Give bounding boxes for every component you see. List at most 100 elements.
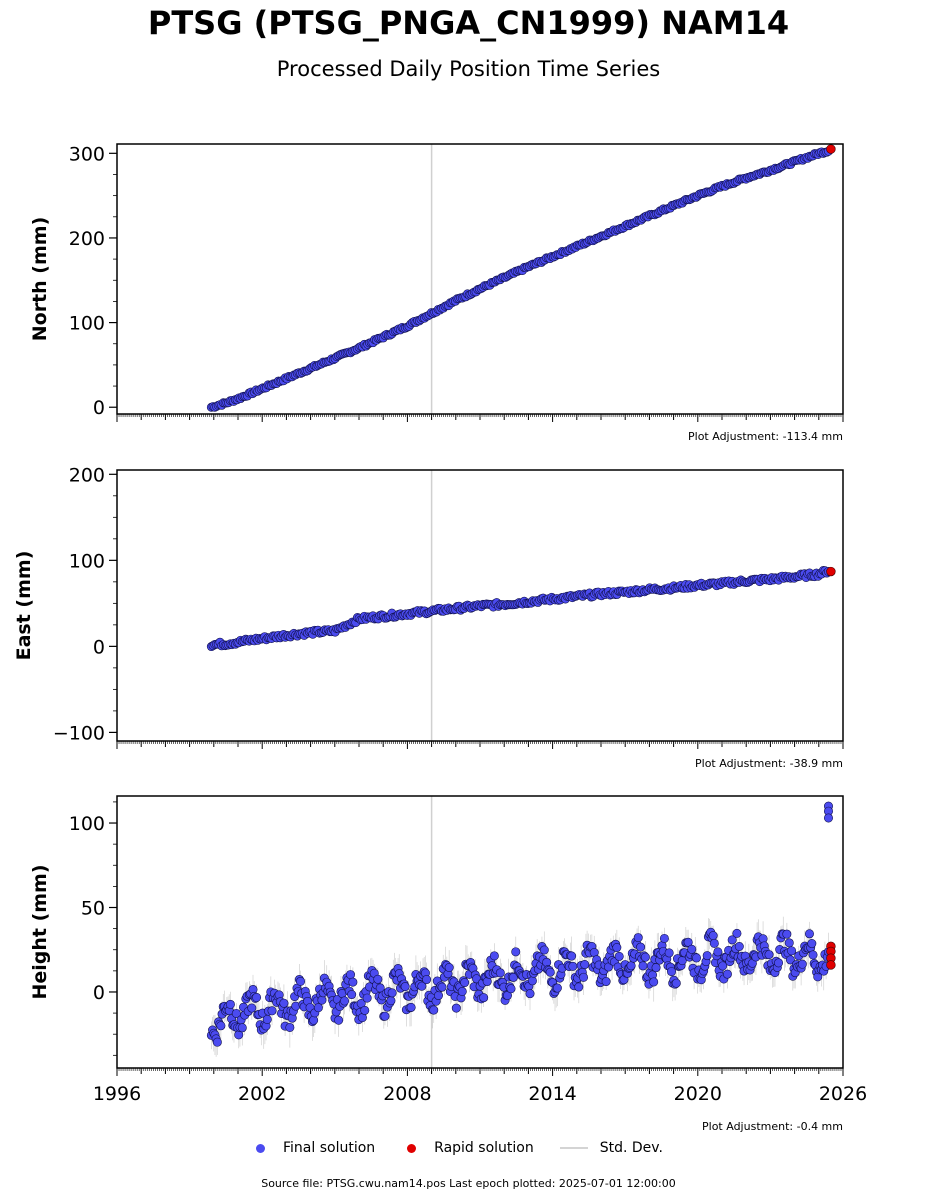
rapid-solution-point xyxy=(826,960,836,970)
plot-adjustment-note: Plot Adjustment: -0.4 mm xyxy=(702,1120,843,1133)
final-solution-point xyxy=(417,981,427,991)
final-solution-point xyxy=(784,938,794,948)
final-solution-point xyxy=(612,943,622,953)
final-solution-point xyxy=(764,950,774,960)
y-tick-label: 200 xyxy=(69,464,105,486)
plot-adjustment-note: Plot Adjustment: -113.4 mm xyxy=(688,430,843,443)
final-solution-point xyxy=(216,1021,226,1031)
final-solution-point xyxy=(237,1023,247,1033)
y-tick-label: 100 xyxy=(69,550,105,572)
final-solution-point xyxy=(574,982,584,992)
y-tick-label: 100 xyxy=(69,813,105,835)
final-solution-point xyxy=(267,1006,277,1016)
final-solution-point xyxy=(774,958,784,968)
final-solution-point xyxy=(664,948,674,958)
final-solution-point xyxy=(433,991,443,1001)
legend-final: Final solution xyxy=(250,1140,375,1156)
legend-stddev: Std. Dev. xyxy=(559,1140,663,1156)
final-solution-point xyxy=(713,947,723,957)
final-solution-point xyxy=(422,975,432,985)
final-solution-point xyxy=(567,951,577,961)
final-solution-point xyxy=(667,967,677,977)
final-solution-point xyxy=(580,960,590,970)
final-solution-point xyxy=(296,976,306,986)
final-solution-point xyxy=(568,961,578,971)
final-solution-point xyxy=(225,999,235,1009)
y-tick-label: 0 xyxy=(93,636,105,658)
legend-stddev-label: Std. Dev. xyxy=(599,1140,663,1156)
final-solution-point xyxy=(525,989,535,999)
final-solution-point xyxy=(386,996,396,1006)
final-solution-point xyxy=(808,950,818,960)
rapid-solution-point xyxy=(826,144,836,154)
outlier-point xyxy=(823,813,833,823)
final-solution-point xyxy=(489,951,499,961)
final-solution-point xyxy=(614,951,624,961)
final-solution-point xyxy=(659,933,669,943)
final-solution-point xyxy=(460,978,470,988)
final-solution-point xyxy=(247,1003,257,1013)
y-tick-label: 300 xyxy=(69,143,105,165)
final-solution-point xyxy=(797,959,807,969)
final-solution-point xyxy=(804,929,814,939)
final-solution-point xyxy=(785,955,795,965)
y-axis-label: North (mm) xyxy=(29,217,51,342)
final-solution-point xyxy=(387,988,397,998)
final-solution-point xyxy=(718,961,728,971)
legend-rapid-marker xyxy=(407,1143,417,1153)
final-solution-point xyxy=(347,990,357,1000)
x-ticks xyxy=(116,1068,844,1076)
final-solution-point xyxy=(313,1003,323,1013)
final-solution-point xyxy=(638,961,648,971)
final-solution-point xyxy=(545,967,555,977)
final-solution-points xyxy=(206,566,833,652)
x-tick-label: 2026 xyxy=(819,1083,867,1105)
final-solution-point xyxy=(348,977,358,987)
panel-data xyxy=(206,470,836,741)
final-solution-point xyxy=(683,937,693,947)
final-solution-point xyxy=(511,947,521,957)
final-solution-point xyxy=(340,996,350,1006)
final-solution-point xyxy=(457,986,467,996)
y-tick-label: 0 xyxy=(93,397,105,419)
legend: Final solution Rapid solution Std. Dev. xyxy=(250,1138,689,1158)
final-solution-point xyxy=(671,978,681,988)
final-solution-point xyxy=(633,933,643,943)
final-solution-point xyxy=(373,974,383,984)
panel-1: 0 100 200 300 North (mm) Plot Adjustment: -11… xyxy=(29,143,844,443)
final-solution-point xyxy=(732,928,742,938)
final-solution-point xyxy=(444,962,454,972)
chart-title: PTSG (PTSG_PNGA_CN1999) NAM14 xyxy=(147,4,790,42)
y-tick-label: −100 xyxy=(53,722,105,744)
final-solution-point xyxy=(406,1002,416,1012)
final-solution-point xyxy=(334,1015,344,1025)
y-ticks: 0 50 100 xyxy=(69,801,117,1056)
final-solution-point xyxy=(691,953,701,963)
final-solution-point xyxy=(437,982,447,992)
final-solution-point xyxy=(212,1037,222,1047)
final-solution-point xyxy=(400,982,410,992)
y-tick-label: 200 xyxy=(69,228,105,250)
rapid-solution-point xyxy=(826,566,836,577)
final-solution-point xyxy=(640,952,650,962)
x-ticks xyxy=(116,741,844,749)
final-solution-point xyxy=(309,1015,319,1025)
y-axis-label: Height (mm) xyxy=(29,864,51,999)
panel-data xyxy=(206,796,836,1068)
final-solution-point xyxy=(479,993,489,1003)
final-solution-point xyxy=(709,938,719,948)
plot-adjustment-note: Plot Adjustment: -38.9 mm xyxy=(695,757,843,770)
final-solution-point xyxy=(579,972,589,982)
final-solution-point xyxy=(552,983,562,993)
y-ticks: 0 100 200 300 xyxy=(69,143,117,419)
y-axis-label: East (mm) xyxy=(13,551,35,661)
y-tick-label: 50 xyxy=(81,898,105,920)
final-solution-points xyxy=(206,146,833,412)
final-solution-point xyxy=(252,992,262,1002)
rapid-solution-points xyxy=(826,144,836,154)
final-solution-point xyxy=(601,977,611,987)
y-tick-label: 0 xyxy=(93,982,105,1004)
final-solution-point xyxy=(636,942,646,952)
final-solution-point xyxy=(362,993,372,1003)
final-solution-point xyxy=(787,946,797,956)
